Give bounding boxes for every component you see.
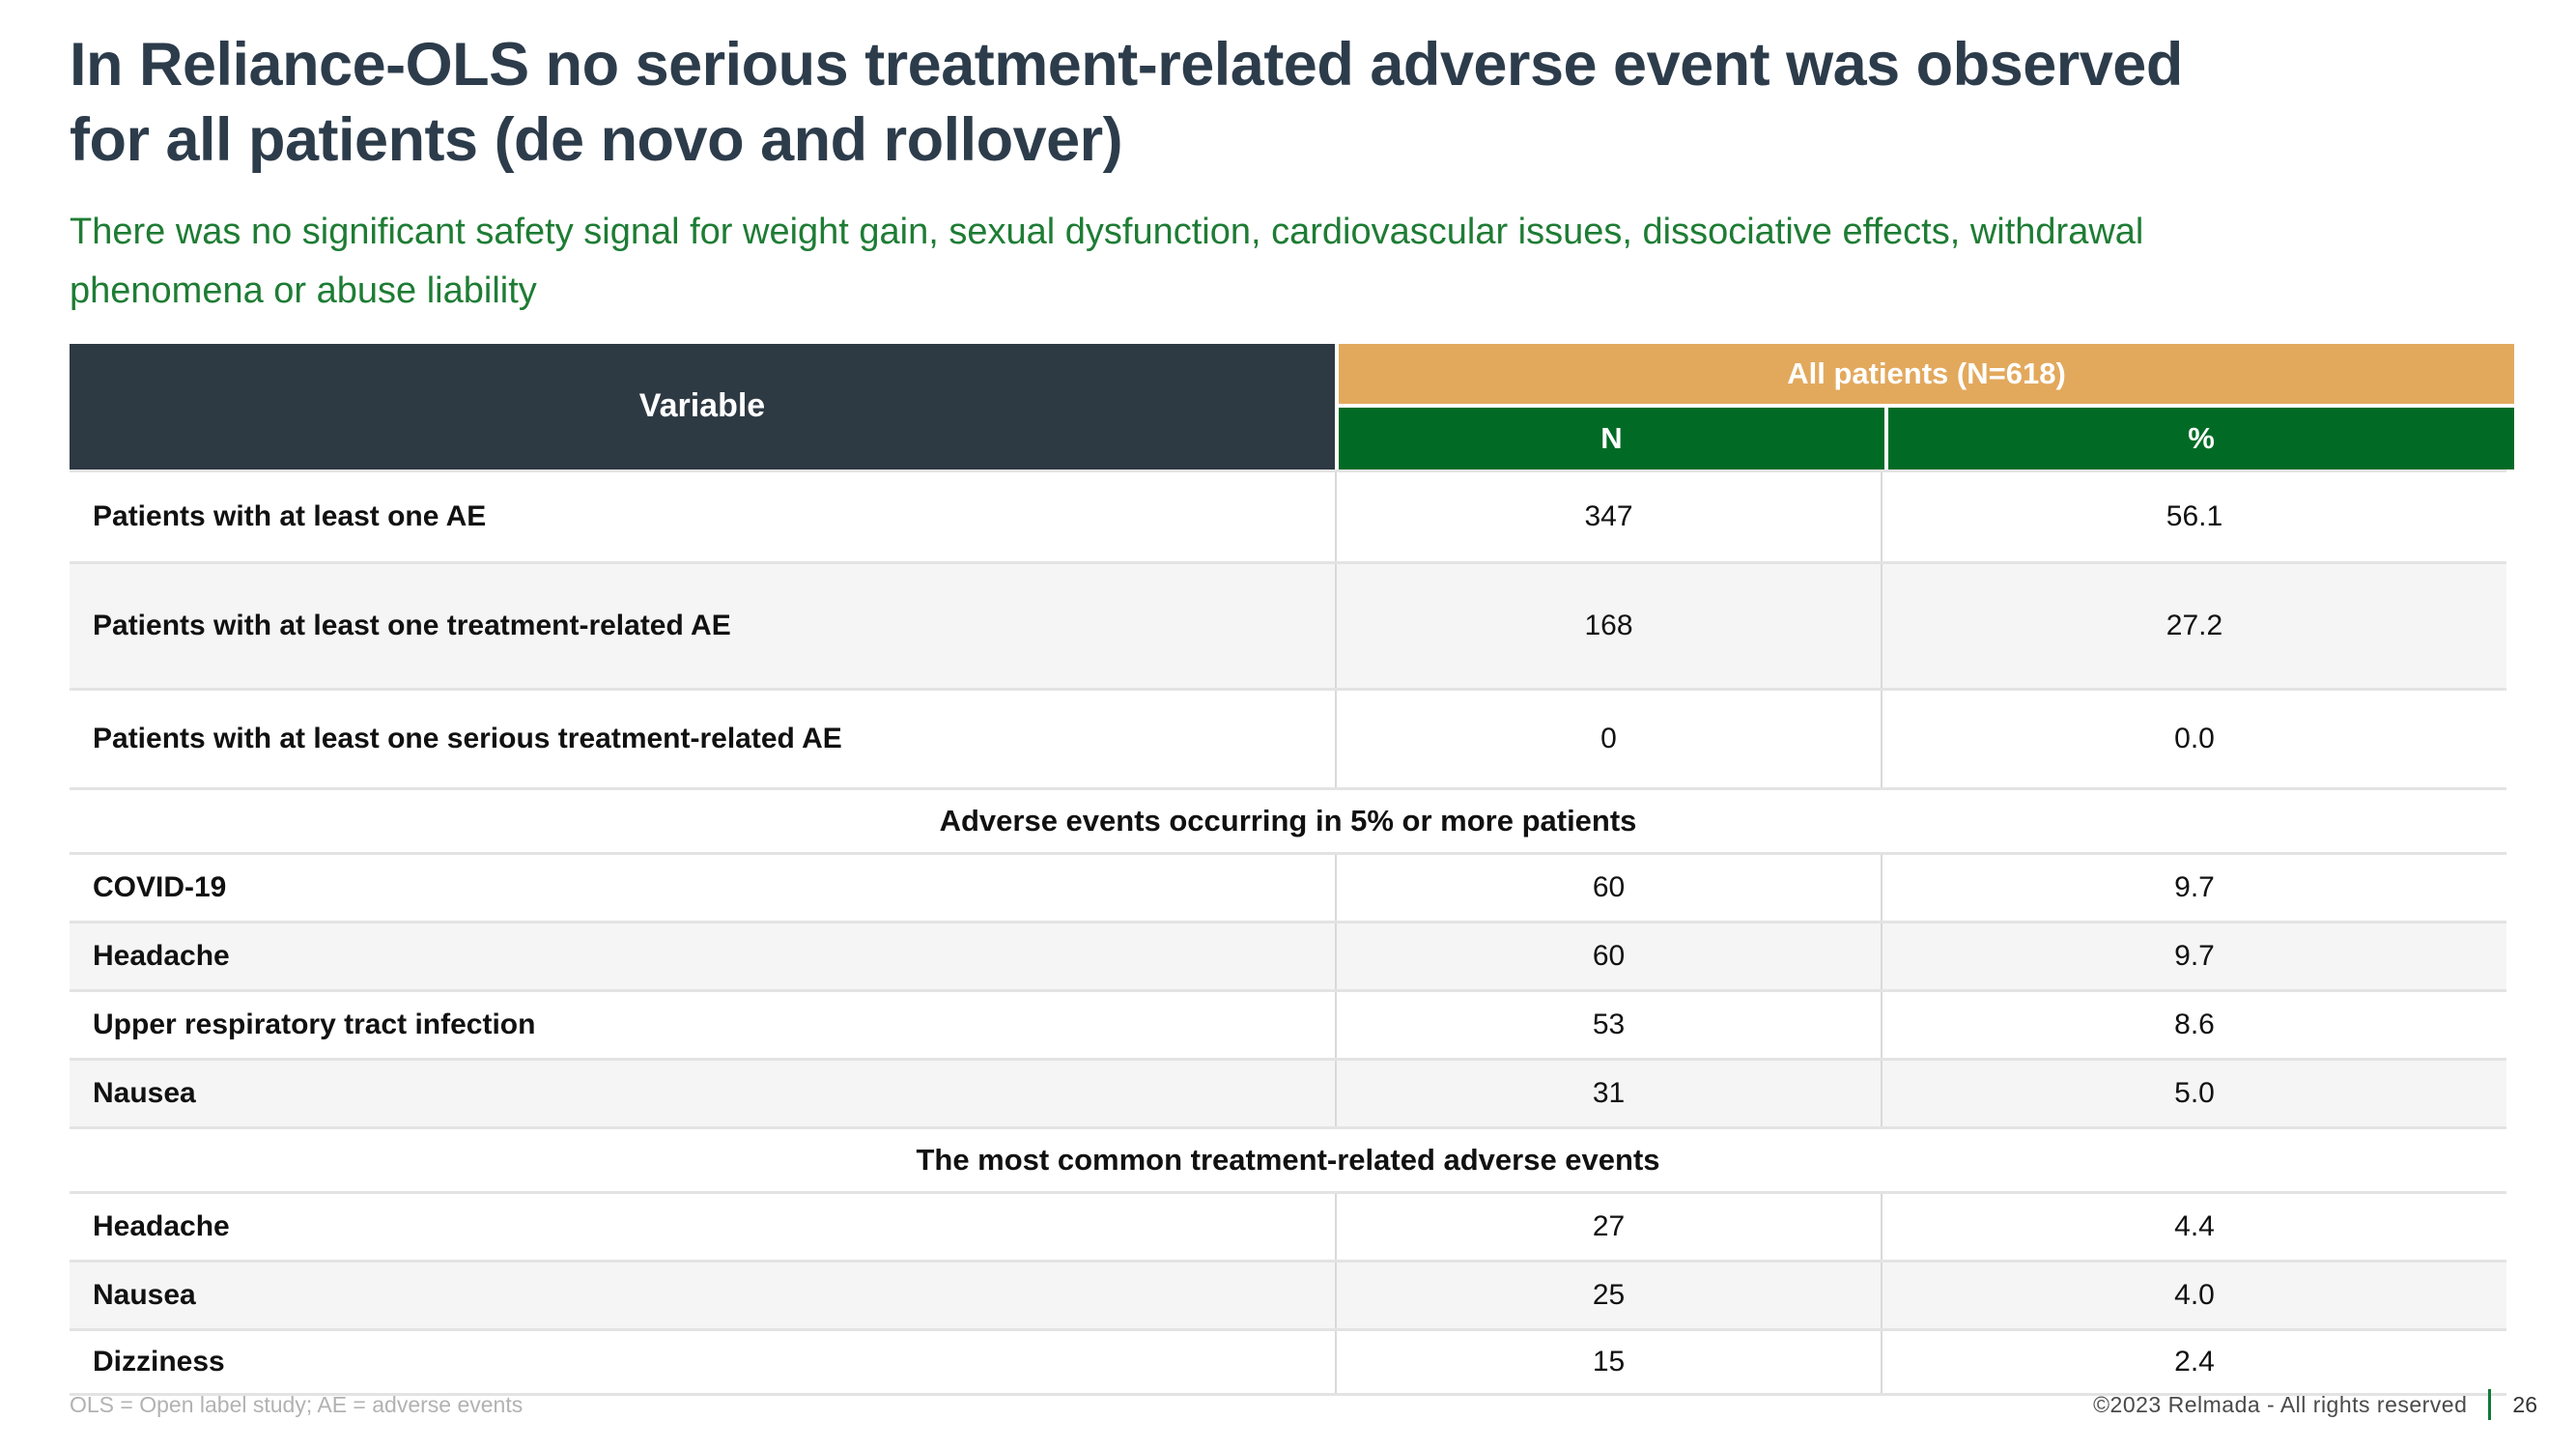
subtitle: There was no significant safety signal f… [70,203,2436,321]
row-value-n: 53 [1335,991,1881,1058]
table-row: Patients with at least one AE 347 56.1 [70,469,2506,561]
row-value-n: 31 [1335,1060,1881,1126]
table-body: Patients with at least one AE 347 56.1 P… [70,469,2506,1396]
row-value-pct: 8.6 [1881,991,2506,1058]
row-value-pct: 0.0 [1881,690,2506,787]
row-label: Headache [93,939,230,972]
row-label: Nausea [93,1278,196,1311]
table-row: Nausea 31 5.0 [70,1057,2506,1126]
row-label: COVID-19 [93,870,227,903]
section-header-row: Adverse events occurring in 5% or more p… [70,786,2506,852]
footer-copyright: ©2023 Relmada - All rights reserved [2093,1391,2468,1417]
page-number: 26 [2512,1391,2537,1417]
row-value-n: 27 [1335,1193,1881,1260]
row-value-n: 0 [1335,690,1881,787]
section-title: The most common treatment-related advers… [916,1142,1660,1177]
table-row: Patients with at least one serious treat… [70,687,2506,787]
table-row: Dizziness 15 2.4 [70,1327,2506,1393]
row-label: Headache [93,1209,230,1242]
subtitle-line-2: phenomena or abuse liability [70,270,537,312]
table-row: COVID-19 60 9.7 [70,851,2506,921]
table-header-n: N [1339,407,1884,469]
table-row: Patients with at least one treatment-rel… [70,560,2506,688]
footer-divider-bar [2488,1389,2492,1420]
row-value-n: 60 [1335,854,1881,921]
table-header: Variable All patients (N=618) N % [70,343,2514,469]
section-title: Adverse events occurring in 5% or more p… [939,803,1637,838]
table-row: Upper respiratory tract infection 53 8.6 [70,988,2506,1058]
row-label: Dizziness [93,1345,225,1378]
row-value-pct: 4.0 [1881,1262,2506,1328]
page-title-line-2: for all patients (de novo and rollover) [70,106,1123,175]
row-value-n: 347 [1335,471,1881,561]
row-label: Patients with at least one treatment-rel… [93,609,731,641]
adverse-events-table: Variable All patients (N=618) N % Patien… [70,343,2514,1396]
row-value-n: 168 [1335,563,1881,688]
row-value-pct: 27.2 [1881,563,2506,688]
row-label: Upper respiratory tract infection [93,1008,536,1040]
row-value-pct: 56.1 [1881,471,2506,561]
row-value-n: 25 [1335,1262,1881,1328]
row-value-pct: 2.4 [1881,1330,2506,1393]
footer: OLS = Open label study; AE = adverse eve… [70,1383,2537,1426]
table-row: Headache 27 4.4 [70,1190,2506,1260]
row-label: Patients with at least one serious treat… [93,722,842,754]
table-header-all-patients: All patients (N=618) [1339,343,2514,404]
table-row: Headache 60 9.7 [70,920,2506,989]
footer-note: OLS = Open label study; AE = adverse eve… [70,1391,524,1417]
subtitle-line-1: There was no significant safety signal f… [70,212,2144,253]
row-label: Patients with at least one AE [93,499,487,532]
section-header-row: The most common treatment-related advers… [70,1125,2506,1191]
row-value-pct: 9.7 [1881,923,2506,989]
table-header-variable: Variable [70,343,1335,469]
table-row: Nausea 25 4.0 [70,1259,2506,1328]
footer-right: ©2023 Relmada - All rights reserved 26 [2093,1389,2537,1420]
table-header-pct: % [1888,407,2514,469]
row-label: Nausea [93,1076,196,1109]
page-title-line-1: In Reliance-OLS no serious treatment-rel… [70,31,2183,99]
row-value-pct: 9.7 [1881,854,2506,921]
row-value-pct: 4.4 [1881,1193,2506,1260]
row-value-pct: 5.0 [1881,1060,2506,1126]
row-value-n: 60 [1335,923,1881,989]
page-title: In Reliance-OLS no serious treatment-rel… [70,27,2465,178]
row-value-n: 15 [1335,1330,1881,1393]
